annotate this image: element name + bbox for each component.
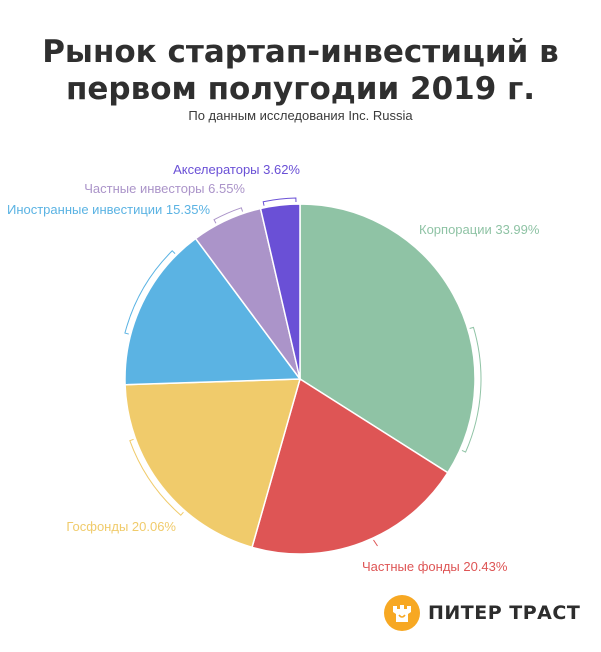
label-bracket-1	[461, 326, 482, 453]
brand-logo: ПИТЕР ТРАСТ	[384, 595, 580, 631]
chart-subtitle: По данным исследования Inc. Russia	[188, 108, 413, 123]
slice-label-1: Корпорации 33.99%	[419, 222, 540, 237]
chart-title-line-2: первом полугодии 2019 г.	[65, 71, 536, 107]
label-bracket-6	[262, 197, 297, 206]
label-bracket-2	[373, 539, 378, 547]
pie-slice-4	[124, 237, 302, 386]
chart-title: Рынок стартап-инвестиций в первом полуго…	[0, 34, 601, 108]
pie-slice-2	[251, 377, 449, 555]
slice-label-2: Частные фонды 20.43%	[362, 559, 508, 574]
pie-slice-3	[124, 378, 302, 549]
label-bracket-3	[129, 438, 184, 516]
pie-slice-1	[299, 203, 476, 474]
slice-label-4: Иностранные инвестиции 15.35%	[7, 202, 210, 217]
bag-icon	[384, 595, 420, 631]
brand-name: ПИТЕР ТРАСТ	[428, 602, 581, 624]
label-bracket-4	[124, 250, 176, 335]
label-bracket-5	[213, 207, 244, 224]
slice-label-6: Акселераторы 3.62%	[173, 162, 300, 177]
pie-slice-6	[259, 203, 301, 380]
slice-label-3: Госфонды 20.06%	[66, 519, 176, 534]
chart-title-line-1: Рынок стартап-инвестиций в	[42, 34, 559, 70]
slice-label-5: Частные инвесторы 6.55%	[84, 181, 245, 196]
